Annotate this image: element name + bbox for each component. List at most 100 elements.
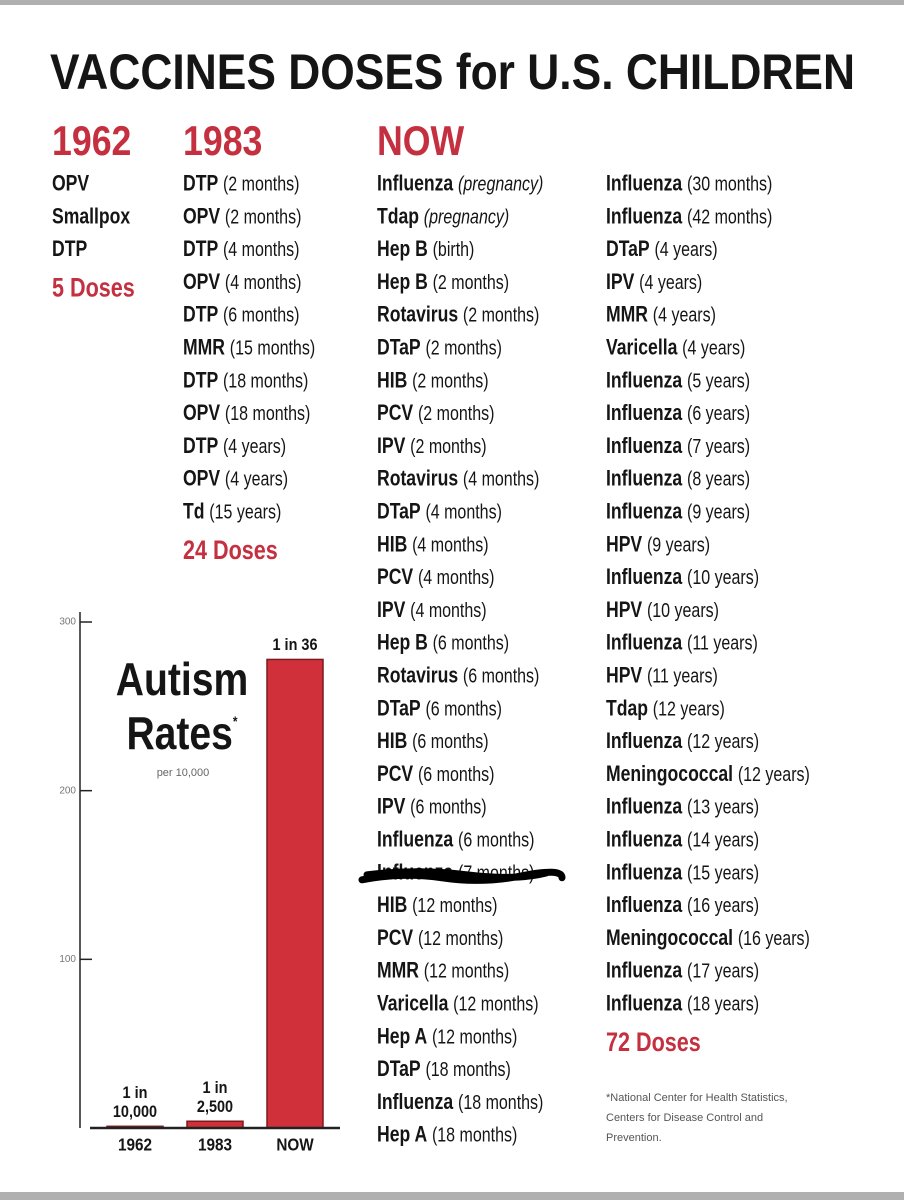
vaccine-age: (4 months)	[463, 468, 539, 490]
vaccine-item: Varicella (12 months)	[377, 992, 539, 1016]
vaccine-item: DTaP (4 years)	[606, 238, 718, 262]
vaccine-name: Tdap	[606, 697, 648, 721]
vaccine-item: HPV (10 years)	[606, 598, 719, 622]
vaccine-name: OPV	[183, 467, 221, 491]
vaccine-item: DTP (6 months)	[183, 303, 299, 327]
vaccine-name: HPV	[606, 664, 643, 688]
vaccine-age: (6 months)	[418, 763, 494, 785]
vaccine-age: (2 months)	[433, 271, 509, 293]
x-tick-label: 1983	[198, 1135, 232, 1155]
vaccine-age: (12 months)	[412, 894, 497, 916]
top-border	[0, 0, 904, 5]
year-heading: NOW	[377, 118, 464, 164]
x-tick-label: NOW	[276, 1135, 314, 1155]
vaccine-item: Influenza (12 years)	[606, 730, 759, 754]
vaccine-name: Meningococcal	[606, 762, 733, 786]
vaccine-name: Rotavirus	[377, 303, 458, 327]
vaccine-name: HPV	[606, 533, 643, 557]
vaccine-name: Influenza	[606, 566, 683, 590]
vaccine-name: HIB	[377, 894, 407, 918]
vaccine-name: DTaP	[377, 1058, 421, 1082]
vaccine-item: Influenza (6 months)	[377, 828, 534, 852]
vaccine-item: DTaP (6 months)	[377, 697, 502, 721]
vaccine-item: HPV (11 years)	[606, 664, 718, 688]
vaccine-name: Influenza	[606, 205, 683, 229]
vaccine-item: Influenza (5 years)	[606, 369, 750, 393]
vaccine-name: Influenza	[606, 631, 683, 655]
vaccine-age: (16 years)	[687, 894, 759, 916]
vaccine-age: (15 months)	[230, 337, 315, 359]
vaccine-name: Influenza	[606, 828, 683, 852]
vaccine-age: (14 years)	[687, 829, 759, 851]
vaccine-item: PCV (12 months)	[377, 926, 503, 950]
vaccine-name: MMR	[183, 336, 225, 360]
vaccine-item: DTaP (4 months)	[377, 500, 502, 524]
vaccine-age: (15 years)	[209, 501, 281, 523]
vaccine-age: (6 years)	[687, 402, 750, 424]
vaccine-age: (4 months)	[410, 599, 486, 621]
vaccine-name: PCV	[377, 566, 414, 590]
vaccine-age: (6 months)	[223, 304, 299, 326]
vaccine-name: Smallpox	[52, 205, 130, 229]
vaccine-item: Rotavirus (2 months)	[377, 303, 539, 327]
vaccine-name: OPV	[183, 205, 221, 229]
vaccine-name: Influenza	[606, 894, 683, 918]
chart-subtitle: per 10,000	[157, 767, 210, 779]
chart-title-line: Rates	[126, 708, 232, 760]
vaccine-name: Influenza	[606, 959, 683, 983]
vaccine-name: DTP	[183, 303, 218, 327]
vaccine-age: (7 years)	[687, 435, 750, 457]
vaccine-item: IPV (2 months)	[377, 434, 487, 458]
vaccine-name: Hep A	[377, 1025, 427, 1049]
vaccine-name: Influenza	[606, 795, 683, 819]
vaccine-name: DTP	[52, 238, 87, 262]
vaccine-age: (10 years)	[647, 599, 719, 621]
vaccine-item: Td (15 years)	[183, 500, 281, 524]
vaccine-item: MMR (4 years)	[606, 303, 716, 327]
vaccine-name: DTP	[183, 238, 218, 262]
value-label: 1 in 36	[272, 635, 318, 655]
dose-total: 5 Doses	[52, 273, 135, 303]
vaccine-item: PCV (2 months)	[377, 402, 494, 426]
vaccine-name: Influenza	[606, 172, 683, 196]
vaccine-item: Hep A (18 months)	[377, 1123, 517, 1147]
vaccine-name: Hep B	[377, 631, 428, 655]
vaccine-age: (pregnancy)	[458, 173, 543, 195]
vaccine-item: Influenza (pregnancy)	[377, 172, 543, 196]
vaccine-name: DTP	[183, 172, 218, 196]
vaccine-age: (pregnancy)	[424, 205, 509, 227]
value-label: 1 in 2,500	[196, 1078, 234, 1117]
vaccine-name: Hep B	[377, 238, 428, 262]
value-label: 1 in 10,000	[112, 1083, 158, 1122]
vaccine-name: DTaP	[377, 697, 421, 721]
vaccine-item: OPV (18 months)	[183, 402, 310, 426]
vaccine-age: (12 months)	[424, 960, 509, 982]
vaccine-item: Hep B (6 months)	[377, 631, 509, 655]
vaccine-name: OPV	[183, 402, 221, 426]
vaccine-age: (18 months)	[425, 1058, 510, 1080]
vaccine-age: (2 months)	[463, 304, 539, 326]
dose-total: 24 Doses	[183, 536, 278, 566]
vaccine-item: Hep A (12 months)	[377, 1025, 517, 1049]
vaccine-item: Influenza (17 years)	[606, 959, 759, 983]
vaccine-age: (6 months)	[463, 665, 539, 687]
vaccine-name: PCV	[377, 402, 414, 426]
vaccine-age: (birth)	[433, 238, 475, 260]
vaccine-name: PCV	[377, 762, 414, 786]
vaccine-name: Influenza	[606, 861, 683, 885]
vaccine-age: (2 months)	[412, 369, 488, 391]
vaccine-age: (18 months)	[223, 369, 308, 391]
vaccine-age: (18 months)	[432, 1124, 517, 1146]
vaccine-age: (6 months)	[410, 796, 486, 818]
chart-title-line: Autism	[116, 654, 248, 706]
vaccine-item: Rotavirus (6 months)	[377, 664, 539, 688]
vaccine-item: Influenza (7 years)	[606, 434, 750, 458]
vaccine-name: DTP	[183, 369, 218, 393]
vaccine-item: DTP (4 years)	[183, 434, 286, 458]
vaccine-name: IPV	[377, 434, 406, 458]
vaccine-name: Influenza	[606, 434, 683, 458]
vaccine-item: Influenza (6 years)	[606, 402, 750, 426]
vaccine-age: (4 years)	[225, 468, 288, 490]
vaccine-item: Influenza (30 months)	[606, 172, 772, 196]
